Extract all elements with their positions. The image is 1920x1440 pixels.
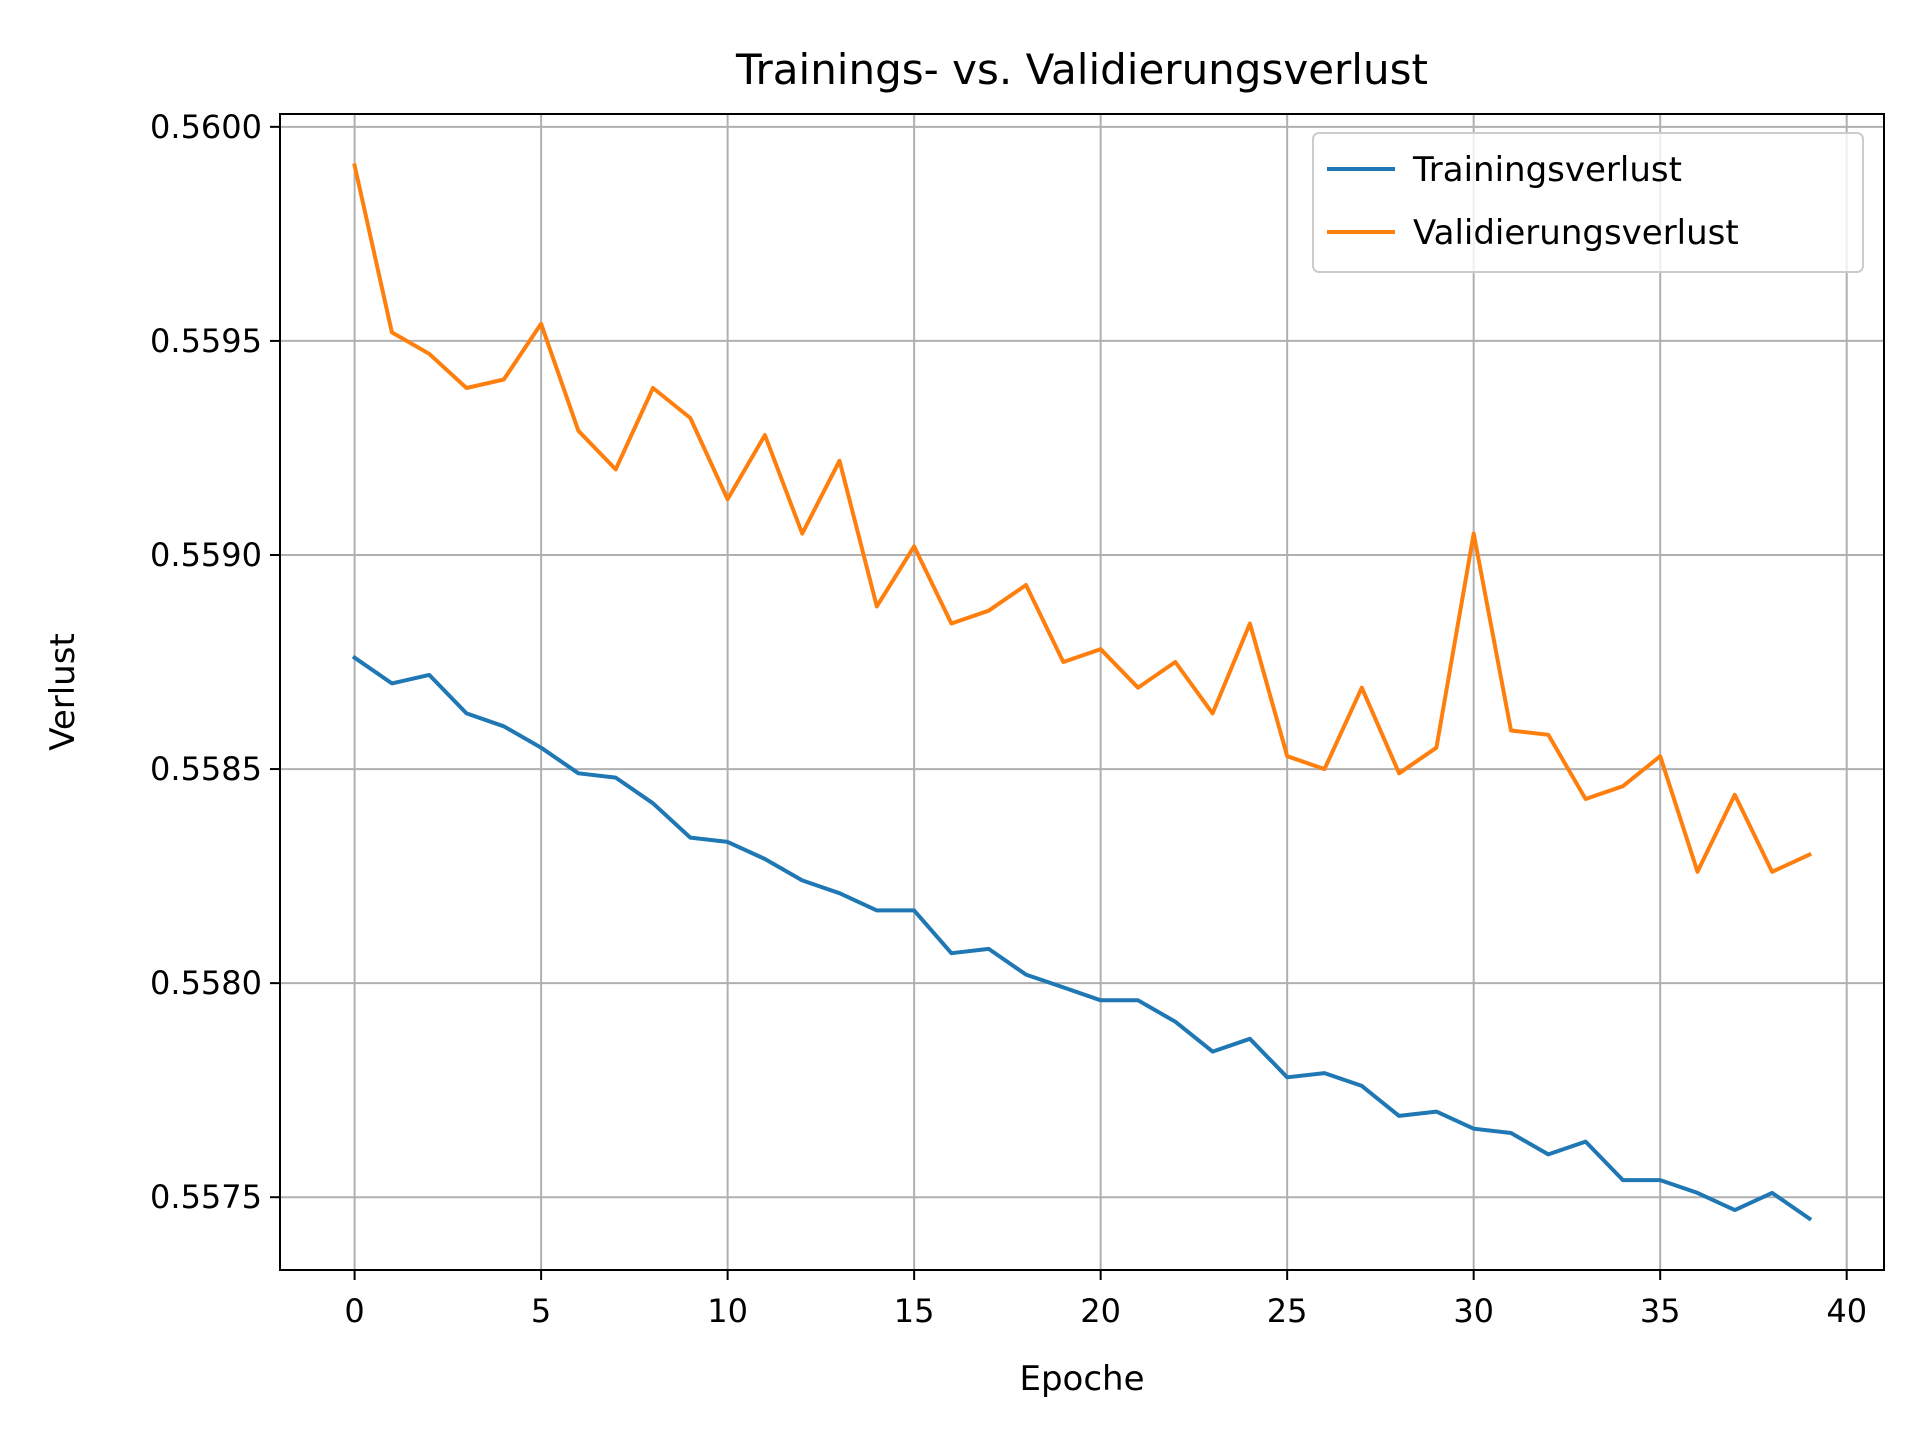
y-axis-label: Verlust <box>43 633 83 751</box>
legend-label-validierungsverlust: Validierungsverlust <box>1413 213 1739 253</box>
x-tick-label: 15 <box>894 1292 935 1330</box>
y-tick-label: 0.5575 <box>150 1178 262 1216</box>
legend-label-trainingsverlust: Trainingsverlust <box>1412 150 1682 190</box>
legend: Trainingsverlust Validierungsverlust <box>1312 132 1864 273</box>
x-tick-label: 0 <box>344 1292 364 1330</box>
series-line-validierungsverlust <box>352 163 1813 874</box>
y-tick-label: 0.5600 <box>150 108 262 146</box>
y-tick-label: 0.5585 <box>150 750 262 788</box>
y-tick-label: 0.5580 <box>150 964 262 1002</box>
plot-series <box>351 163 1813 1222</box>
x-tick-label: 25 <box>1267 1292 1308 1330</box>
chart-title: Trainings- vs. Validierungsverlust <box>735 45 1428 94</box>
x-tick-label: 30 <box>1453 1292 1494 1330</box>
plot-frame <box>279 113 1885 1271</box>
x-tick-label: 10 <box>707 1292 748 1330</box>
y-tick-label: 0.5590 <box>150 536 262 574</box>
series-line-trainingsverlust <box>351 654 1813 1222</box>
legend-box <box>1312 132 1864 273</box>
y-tick-label: 0.5595 <box>150 322 262 360</box>
grid <box>280 114 1884 1270</box>
x-tick-label: 35 <box>1640 1292 1681 1330</box>
x-tick-label: 20 <box>1080 1292 1121 1330</box>
x-axis-label: Epoche <box>1019 1359 1144 1399</box>
x-tick-label: 40 <box>1826 1292 1867 1330</box>
x-axis-ticks: 0 5 10 15 20 25 30 35 40 <box>344 1270 1867 1330</box>
x-tick-label: 5 <box>531 1292 551 1330</box>
y-axis-ticks: 0.5575 0.5580 0.5585 0.5590 0.5595 0.5600 <box>150 108 280 1216</box>
